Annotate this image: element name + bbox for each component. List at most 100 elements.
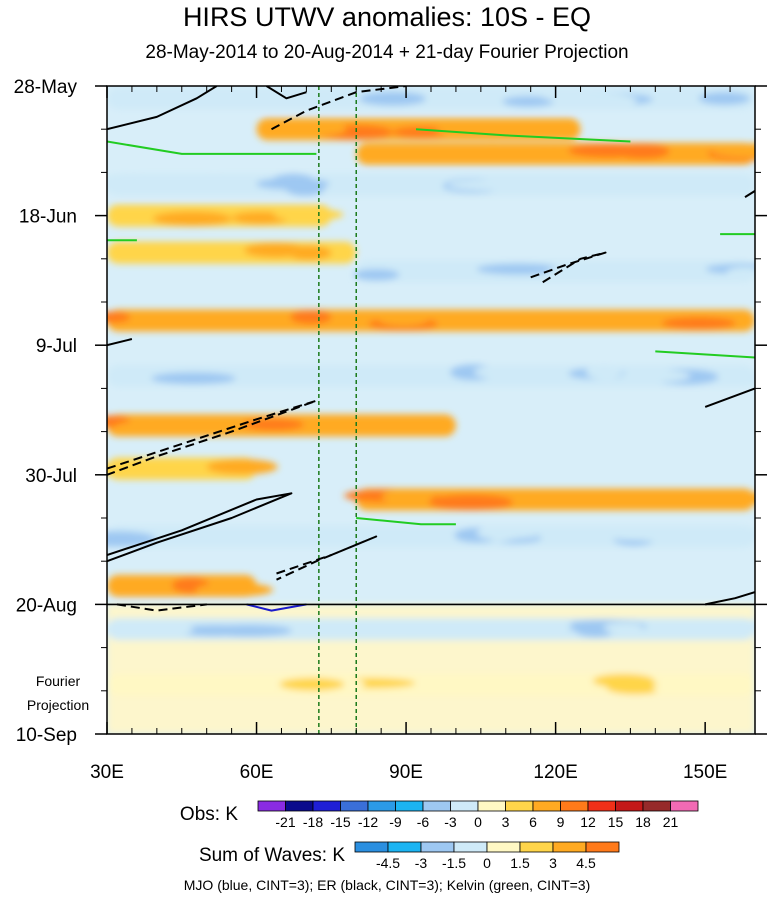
anomaly-cell — [476, 525, 528, 541]
wave-contour-kelvin — [356, 517, 456, 526]
wave-contour-er — [107, 399, 318, 476]
anomaly-cell — [510, 144, 578, 158]
anomaly-cell — [621, 370, 691, 383]
colorbar-level-label: 18 — [635, 814, 651, 830]
anomaly-cell — [592, 673, 655, 688]
colorbar-swatch — [486, 841, 521, 853]
anomaly-cell — [152, 211, 232, 226]
anomaly-cell — [621, 528, 707, 542]
hovmoller-chart: 30E 60E 90E 120E 150E 28-May 18-Jun 9-Jul 30-Ju… — [14, 77, 767, 871]
anomaly-cell — [107, 311, 131, 323]
anomaly-cell — [107, 463, 156, 476]
anomaly-cell — [686, 526, 755, 542]
colorbar-level-label: 4.5 — [576, 855, 596, 871]
y-tick-label: 9-Jul — [36, 336, 77, 357]
anomaly-cell — [244, 242, 308, 258]
colorbar-swatch — [395, 800, 424, 812]
colorbar-swatch — [670, 800, 699, 812]
anomaly-cell — [462, 142, 523, 158]
anomaly-cell — [220, 674, 284, 690]
anomaly-cell — [599, 314, 663, 329]
colorbar-level-label: 12 — [580, 814, 596, 830]
anomaly-cell — [568, 143, 649, 158]
colorbar-level-label: -3 — [444, 814, 457, 830]
colorbar-level-label: 0 — [483, 855, 491, 871]
x-tick-label: 60E — [240, 762, 274, 783]
anomaly-field — [107, 87, 755, 734]
anomaly-cell — [231, 94, 278, 107]
colorbar-swatch — [585, 841, 620, 853]
colorbar-swatch — [615, 800, 644, 812]
colorbar-swatch — [450, 800, 479, 812]
wave-contour-er — [107, 86, 218, 131]
anomaly-cell — [428, 494, 514, 510]
wave-contour-kelvin — [107, 140, 317, 155]
y-tick-label: 18-Jun — [19, 207, 77, 228]
anomaly-cell — [299, 123, 347, 136]
colorbar-level-label: -3 — [415, 855, 428, 871]
chart-subtitle: 28-May-2014 to 20-Aug-2014 + 21-day Four… — [145, 42, 629, 63]
anomaly-cell — [447, 179, 533, 191]
anomaly-cell — [550, 318, 616, 331]
colorbar-level-label: 15 — [608, 814, 624, 830]
x-tick-label: 30E — [90, 762, 124, 783]
colorbar-swatch — [367, 800, 396, 812]
colorbar-level-label: -21 — [275, 814, 295, 830]
colorbar-swatch — [519, 841, 554, 853]
colorbar-swatch — [422, 800, 451, 812]
anomaly-cell — [359, 91, 427, 106]
obs-colorbar: -21 -18 -15 -12 -9 -6 -3 0 3 6 9 12 15 18 21 — [257, 800, 699, 830]
waves-colorbar-label: Sum of Waves: K — [199, 845, 345, 866]
anomaly-cell — [473, 365, 535, 379]
y-axis: 28-May 18-Jun 9-Jul 30-Jul 20-Aug 10-Sep — [14, 77, 767, 746]
wave-contour-kelvin — [655, 350, 755, 359]
wave-contour-er — [704, 591, 755, 606]
x-tick-label: 90E — [389, 762, 423, 783]
colorbar-swatch — [387, 841, 422, 853]
colorbar-swatch — [285, 800, 314, 812]
colorbar-level-label: 1.5 — [510, 855, 530, 871]
y-tick-label: 10-Sep — [16, 725, 77, 746]
obs-colorbar-label: Obs: K — [180, 804, 238, 825]
anomaly-cell — [353, 269, 400, 281]
colorbar-swatch — [257, 800, 286, 812]
colorbar-level-label: -6 — [417, 814, 430, 830]
anomaly-cell — [207, 245, 250, 256]
colorbar-level-label: -1.5 — [442, 855, 466, 871]
anomaly-cell — [530, 619, 572, 633]
colorbar-swatch — [642, 800, 671, 812]
colorbar-level-label: 3 — [549, 855, 557, 871]
anomaly-cell — [273, 208, 344, 221]
colorbar-swatch — [587, 800, 616, 812]
colorbar-swatch — [453, 841, 488, 853]
anomaly-cell — [107, 92, 188, 103]
anomaly-cell — [713, 490, 755, 506]
colorbar-level-label: -15 — [330, 814, 350, 830]
colorbar-level-label: -18 — [303, 814, 323, 830]
colorbar-level-label: 9 — [557, 814, 565, 830]
projection-label-line2: Projection — [27, 697, 89, 713]
anomaly-cell — [279, 677, 345, 691]
anomaly-cell — [661, 317, 736, 330]
anomaly-cell — [109, 312, 196, 325]
anomaly-cell — [378, 313, 429, 327]
anomaly-cell — [700, 619, 755, 631]
anomaly-cell — [204, 417, 263, 433]
contour-legend: MJO (blue, CINT=3); ER (black, CINT=3); … — [183, 877, 591, 893]
anomaly-cell — [140, 421, 210, 432]
colorbar-level-label: 21 — [663, 814, 679, 830]
colorbar-level-label: -9 — [389, 814, 402, 830]
anomaly-cell — [195, 583, 274, 597]
y-tick-label: 20-Aug — [16, 595, 77, 616]
colorbar-swatch — [354, 841, 389, 853]
anomaly-cell — [271, 173, 316, 190]
anomaly-cell — [698, 92, 751, 105]
anomaly-cell — [711, 143, 755, 158]
x-tick-label: 150E — [683, 762, 727, 783]
y-tick-label: 30-Jul — [25, 466, 77, 487]
wave-contour-er — [107, 338, 133, 347]
colorbar-swatch — [420, 841, 455, 853]
anomaly-cell — [116, 623, 194, 637]
wave-contour-er — [744, 190, 755, 198]
colorbar-swatch — [552, 841, 587, 853]
